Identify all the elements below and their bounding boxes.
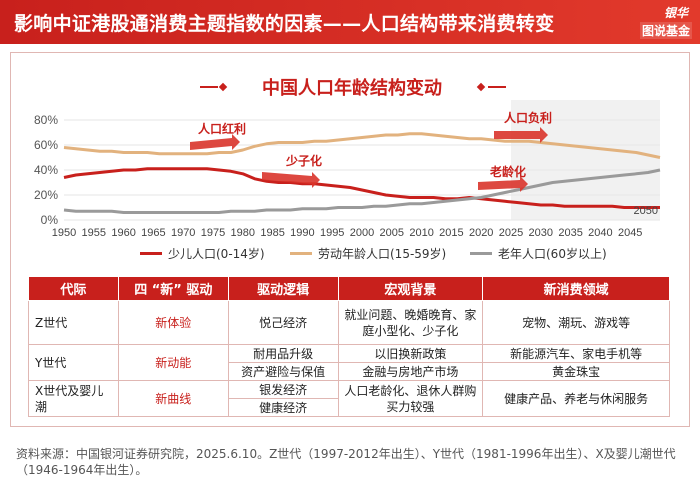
- source-footnote: 资料来源：中国银河证券研究院，2025.6.10。Z世代（1997-2012年出…: [16, 447, 676, 477]
- title-deco-line-left: [200, 86, 218, 88]
- x-tick-label: 1950: [52, 227, 76, 239]
- header-banner: 影响中证港股通消费主题指数的因素——人口结构带来消费转变 银华 图说基金: [0, 0, 700, 44]
- x-tick-label: 2045: [618, 227, 642, 239]
- x-tick-label: 2030: [529, 227, 553, 239]
- annotation-arrow: [494, 127, 548, 143]
- annotation-label: 少子化: [285, 153, 322, 168]
- x-tick-label: 2000: [350, 227, 374, 239]
- x-tick-label: 1960: [111, 227, 135, 239]
- cell-consumption: 黄金珠宝: [482, 362, 670, 381]
- cell-background: 就业问题、晚婚晚育、家庭小型化、少子化: [337, 300, 484, 345]
- cell-era: Y世代: [28, 344, 119, 381]
- annotation-arrow: [478, 176, 528, 192]
- cell-consumption: 健康产品、养老与休闲服务: [482, 380, 670, 417]
- cell-driver: 新体验: [117, 300, 229, 345]
- cell-logic: 耐用品升级: [227, 344, 339, 363]
- x-tick-label: 1980: [231, 227, 255, 239]
- series-line-labor: [63, 132, 661, 159]
- legend-item-labor: 劳动年龄人口(15-59岁): [290, 245, 446, 262]
- series-line-elderly: [63, 168, 661, 214]
- x-tick-label: 1975: [201, 227, 225, 239]
- x-tick-label: 2020: [469, 227, 493, 239]
- cell-logic: 资产避险与保值: [227, 362, 339, 381]
- chart-title: 中国人口年龄结构变动: [262, 78, 442, 99]
- y-tick-label: 60%: [34, 138, 58, 152]
- table-header-consumption: 新消费领域: [482, 276, 670, 301]
- table-header-background: 宏观背景: [337, 276, 484, 301]
- content-frame: [10, 52, 690, 427]
- table-header-era: 代际: [28, 276, 119, 301]
- table-row: 资产避险与保值 金融与房地产市场 黄金珠宝: [29, 362, 670, 381]
- legend-swatch-elderly: [470, 252, 492, 255]
- annotation-arrow: [262, 172, 320, 188]
- cell-consumption: 宠物、潮玩、游戏等: [482, 300, 670, 345]
- x-tick-label: 2040: [588, 227, 612, 239]
- table-row: 健康经济: [29, 398, 670, 417]
- legend-label-children: 少儿人口(0-14岁): [168, 247, 265, 261]
- legend-item-elderly: 老年人口(60岁以上): [470, 245, 607, 262]
- annotation-label: 老龄化: [490, 164, 526, 179]
- cell-consumption: 新能源汽车、家电手机等: [482, 344, 670, 363]
- table-row: Z世代 新体验 悦己经济 就业问题、晚婚晚育、家庭小型化、少子化 宠物、潮玩、游…: [28, 300, 670, 345]
- legend-item-children: 少儿人口(0-14岁): [140, 245, 265, 262]
- legend-label-labor: 劳动年龄人口(15-59岁): [318, 247, 447, 261]
- page-title: 影响中证港股通消费主题指数的因素——人口结构带来消费转变: [14, 13, 555, 35]
- cell-logic: 悦己经济: [227, 300, 339, 345]
- y-tick-label: 80%: [34, 113, 58, 127]
- x-tick-label: 2025: [499, 227, 523, 239]
- x-tick-label: 2015: [439, 227, 463, 239]
- logo-bottom-text: 图说基金: [639, 22, 692, 39]
- consumption-driver-table: 代际 四 “新” 驱动 驱动逻辑 宏观背景 新消费领域 Z世代 新体验 悦己经济…: [28, 276, 670, 417]
- cell-era: X世代及婴儿潮: [28, 380, 119, 417]
- x-tick-label: 1985: [260, 227, 284, 239]
- title-deco-line-right: [488, 86, 506, 88]
- y-tick-label: 40%: [34, 163, 58, 177]
- table-row: X世代及婴儿潮 新曲线 银发经济 人口老龄化、退休人群购买力较强 健康产品、养老…: [28, 380, 670, 417]
- legend-swatch-children: [140, 252, 162, 255]
- table-row: Y世代 新动能 耐用品升级 以旧换新政策 新能源汽车、家电手机等: [28, 344, 670, 381]
- cell-background: 以旧换新政策: [337, 344, 484, 363]
- chart-title-block: 中国人口年龄结构变动: [200, 74, 506, 100]
- x-tick-label: 1990: [290, 227, 314, 239]
- x-tick-label: 1965: [141, 227, 165, 239]
- x-tick-label: 1955: [82, 227, 106, 239]
- annotation-arrow: [190, 134, 240, 150]
- cell-logic: 健康经济: [227, 398, 339, 417]
- y-tick-label: 0%: [41, 213, 59, 227]
- x-tick-label: 1970: [171, 227, 195, 239]
- cell-driver: 新动能: [117, 344, 229, 381]
- cell-driver: 新曲线: [117, 380, 229, 417]
- x-tick-label: 2035: [558, 227, 582, 239]
- cell-era: Z世代: [28, 300, 119, 345]
- end-year-label: 2050: [634, 205, 658, 217]
- table-header-logic: 驱动逻辑: [227, 276, 339, 301]
- legend-swatch-labor: [290, 252, 312, 255]
- y-tick-label: 20%: [34, 188, 58, 202]
- logo-top-text: 银华: [663, 6, 688, 20]
- legend-label-elderly: 老年人口(60岁以上): [498, 247, 607, 261]
- table-header-driver: 四 “新” 驱动: [117, 276, 229, 301]
- x-tick-label: 2010: [409, 227, 433, 239]
- x-tick-label: 1995: [320, 227, 344, 239]
- table-header-row: 代际 四 “新” 驱动 驱动逻辑 宏观背景 新消费领域: [28, 276, 670, 301]
- series-line-children: [63, 167, 660, 209]
- cell-background: 人口老龄化、退休人群购买力较强: [337, 380, 484, 417]
- brand-logo: 银华 图说基金: [634, 4, 692, 42]
- x-tick-label: 2005: [380, 227, 404, 239]
- annotation-label: 人口负利: [504, 110, 552, 125]
- cell-background: 金融与房地产市场: [337, 362, 484, 381]
- cell-logic: 银发经济: [227, 380, 339, 399]
- annotation-label: 人口红利: [198, 121, 246, 136]
